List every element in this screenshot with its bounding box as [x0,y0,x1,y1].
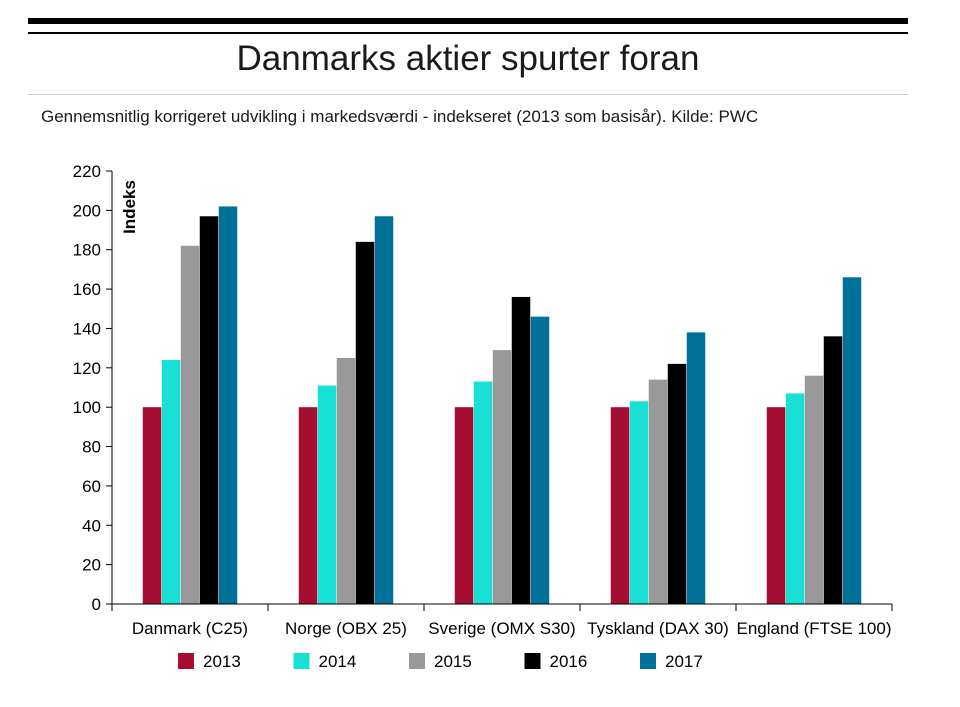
y-tick-label: 140 [73,319,101,338]
y-tick-label: 20 [82,556,101,575]
bar [667,363,687,604]
legend-swatch [640,653,656,669]
bar [317,385,337,604]
legend-swatch [178,653,194,669]
bar [473,381,493,604]
legend-label: 2017 [665,652,703,671]
bar [142,407,162,604]
legend-label: 2016 [550,652,588,671]
y-tick-label: 160 [73,280,101,299]
y-tick-label: 100 [73,398,101,417]
legend-swatch [524,653,541,669]
bar [610,407,630,604]
bar [766,407,786,604]
legend-label: 2015 [434,652,472,671]
x-tick-label: England (FTSE 100) [737,619,892,638]
legend-label: 2013 [203,652,241,671]
y-tick-label: 180 [73,241,101,260]
bar [454,407,474,604]
chart-title: Danmarks aktier spurter foran [236,39,700,78]
y-tick-label: 220 [73,162,101,181]
bar [218,206,238,604]
bar [511,296,531,604]
top-rule-thin [28,32,908,34]
bar [686,332,706,604]
y-axis-title: Indeks [120,180,139,234]
y-tick-label: 120 [73,359,101,378]
y-tick-label: 60 [82,477,101,496]
bar [804,375,824,604]
bar [336,357,356,604]
bar [492,350,512,604]
x-tick-label: Tyskland (DAX 30) [587,619,729,638]
bar [180,245,200,605]
bar [629,401,649,604]
legend-label: 2014 [319,652,357,671]
top-rule-thick [28,18,908,24]
bar [648,379,668,604]
chart-subtitle: Gennemsnitlig korrigeret udvikling i mar… [41,107,759,126]
bar [298,407,318,604]
y-tick-label: 0 [92,595,101,614]
bar [530,316,550,604]
y-tick-label: 40 [82,516,101,535]
bar [355,241,375,604]
title-divider [28,94,908,95]
bar [374,216,394,604]
y-tick-label: 200 [73,201,101,220]
x-tick-label: Danmark (C25) [132,619,248,638]
bar [823,336,843,604]
bar [842,277,862,604]
x-tick-label: Norge (OBX 25) [285,619,407,638]
legend-swatch [409,653,425,669]
x-tick-label: Sverige (OMX S30) [428,619,575,638]
bar [199,216,219,604]
legend-swatch [293,653,310,669]
bar [161,359,181,604]
bar [785,393,805,604]
y-tick-label: 80 [82,438,101,457]
bar-chart: 0 20 40 60 80 100 120 140 160 180 200 220 Indeks Danm… [73,162,893,671]
